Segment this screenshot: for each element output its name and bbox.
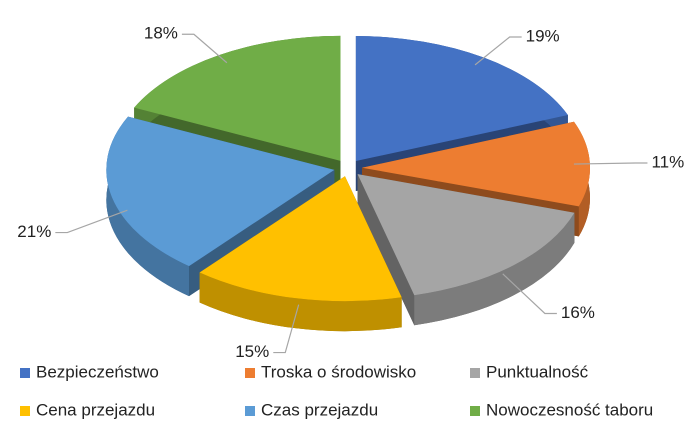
leader-line — [573, 162, 648, 165]
legend-swatch — [470, 368, 480, 378]
slice — [361, 121, 590, 207]
legend-label: Cena przejazdu — [36, 400, 155, 419]
leader-line — [55, 209, 128, 234]
legend-swatch — [245, 406, 255, 416]
leader-line — [273, 304, 300, 354]
slice — [106, 116, 335, 267]
legend-label: Nowoczesność taboru — [486, 400, 653, 419]
data-label: 11% — [651, 153, 684, 172]
data-label: 21% — [17, 222, 51, 241]
legend-label: Punktualność — [486, 362, 589, 381]
data-label: 16% — [561, 303, 595, 322]
slice — [357, 174, 575, 296]
legend-label: Troska o środowisko — [261, 362, 416, 381]
legend-swatch — [470, 406, 480, 416]
data-label: 18% — [144, 24, 178, 43]
legend-swatch — [20, 368, 30, 378]
data-label: 19% — [526, 26, 560, 45]
legend-swatch — [245, 368, 255, 378]
slice-side — [414, 212, 575, 326]
slice-wall — [357, 174, 415, 326]
slice — [355, 36, 568, 162]
legend-swatch — [20, 406, 30, 416]
slice — [134, 35, 341, 161]
legend-label: Bezpieczeństwo — [36, 362, 159, 381]
leader-line — [502, 273, 557, 315]
slice — [199, 176, 402, 332]
data-label: 15% — [235, 342, 269, 361]
slice-side — [199, 272, 402, 332]
slice-side — [106, 116, 190, 297]
leader-line — [474, 36, 522, 66]
slice — [357, 174, 575, 326]
legend-label: Czas przejazdu — [261, 400, 378, 419]
slice — [199, 176, 402, 302]
leader-line — [181, 33, 228, 64]
